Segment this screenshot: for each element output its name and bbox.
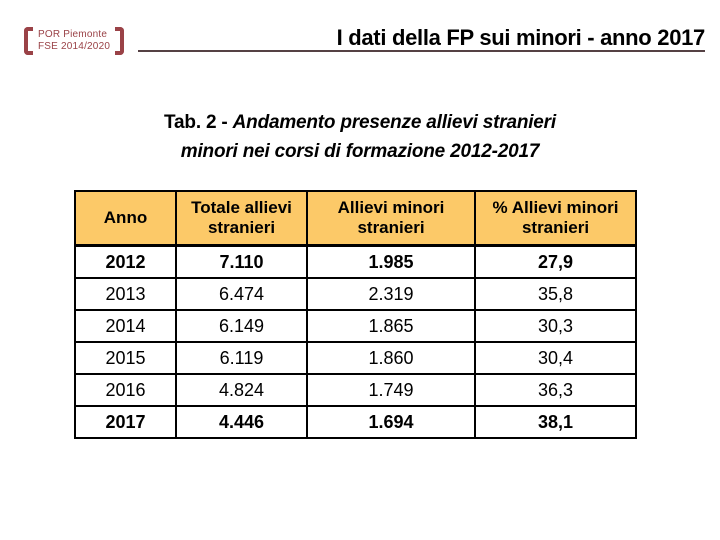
table-row: 2013 6.474 2.319 35,8: [74, 277, 637, 311]
table-cell: 1.749: [306, 373, 476, 407]
table-row: 2016 4.824 1.749 36,3: [74, 373, 637, 407]
table-cell: 2013: [74, 277, 177, 311]
header-cell-minori: Allievi minori stranieri: [306, 190, 476, 247]
table-cell: 2017: [74, 405, 177, 439]
table-cell: 30,4: [474, 341, 637, 375]
table-cell: 1.694: [306, 405, 476, 439]
table-row: 2017 4.446 1.694 38,1: [74, 405, 637, 439]
table-cell: 6.119: [175, 341, 308, 375]
table-header: Anno Totale allievi stranieri Allievi mi…: [74, 190, 637, 247]
header-rule-line: [138, 50, 705, 52]
left-bracket-icon: [24, 27, 33, 55]
logo-line2: FSE 2014/2020: [38, 41, 111, 52]
table-cell: 1.860: [306, 341, 476, 375]
table-row: 2014 6.149 1.865 30,3: [74, 309, 637, 343]
table-row: 2012 7.110 1.985 27,9: [74, 244, 637, 279]
header-cell-totale: Totale allievi stranieri: [175, 190, 308, 247]
table-cell: 1.865: [306, 309, 476, 343]
table-cell: 4.824: [175, 373, 308, 407]
table-cell: 6.149: [175, 309, 308, 343]
table-cell: 30,3: [474, 309, 637, 343]
caption-line2-italic: minori nei corsi di formazione 2012-2017: [180, 141, 540, 162]
caption-line1: Tab. 2 - Andamento presenze allievi stra…: [0, 108, 720, 137]
table-cell: 7.110: [175, 244, 308, 279]
table-cell: 2016: [74, 373, 177, 407]
por-piemonte-logo: POR Piemonte FSE 2014/2020: [24, 27, 125, 55]
table-cell: 2015: [74, 341, 177, 375]
table-row: 2015 6.119 1.860 30,4: [74, 341, 637, 375]
table-cell: 36,3: [474, 373, 637, 407]
logo-line1: POR Piemonte: [38, 29, 108, 40]
right-bracket-icon: [115, 27, 125, 55]
data-table: Anno Totale allievi stranieri Allievi mi…: [74, 190, 637, 439]
table-cell: 2.319: [306, 277, 476, 311]
table-caption: Tab. 2 - Andamento presenze allievi stra…: [0, 108, 720, 166]
header-cell-anno: Anno: [74, 190, 177, 247]
caption-prefix: Tab. 2 -: [164, 112, 228, 133]
header-row: Anno Totale allievi stranieri Allievi mi…: [74, 190, 637, 247]
table-cell: 6.474: [175, 277, 308, 311]
table-cell: 38,1: [474, 405, 637, 439]
header-cell-percent: % Allievi minori stranieri: [474, 190, 637, 247]
table-cell: 2014: [74, 309, 177, 343]
table-cell: 2012: [74, 244, 177, 279]
caption-line1-italic: Andamento presenze allievi stranieri: [232, 112, 557, 133]
table-cell: 27,9: [474, 244, 637, 279]
table-cell: 1.985: [306, 244, 476, 279]
table-body: 2012 7.110 1.985 27,9 2013 6.474 2.319 3…: [74, 244, 637, 439]
table-cell: 4.446: [175, 405, 308, 439]
logo-text: POR Piemonte FSE 2014/2020: [38, 29, 110, 53]
page-title: I dati della FP sui minori - anno 2017: [336, 25, 706, 50]
table-cell: 35,8: [474, 277, 637, 311]
caption-line2: minori nei corsi di formazione 2012-2017: [0, 137, 720, 166]
